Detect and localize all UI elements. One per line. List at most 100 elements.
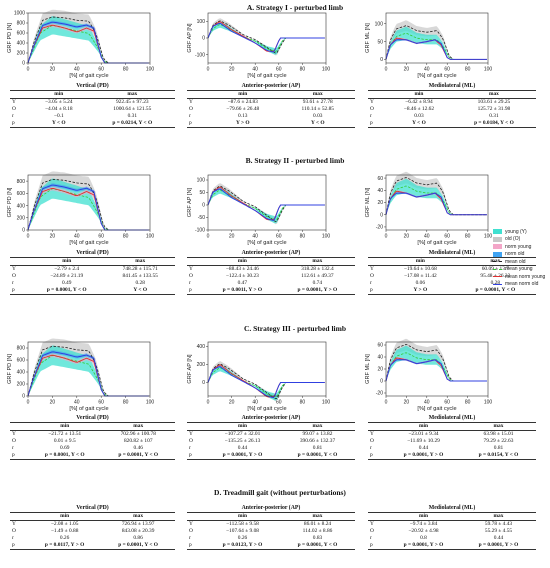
legend-item: mean norm old [493, 281, 550, 289]
table-cell: p = 0.0001, Y < O [280, 542, 355, 551]
table-cell: 63.98 ± 15.01 [483, 431, 514, 438]
table-cell: O [189, 106, 193, 113]
table-cell [368, 89, 386, 100]
table-cell: Y [189, 266, 193, 273]
table-row: r 0.49 0.28 [10, 280, 175, 287]
column-header: max [101, 421, 175, 432]
table-cell [187, 256, 205, 267]
x-tick-label: 60 [276, 67, 282, 73]
y-tick-label: 0 [22, 394, 25, 400]
table-cell: 0.44 [418, 445, 429, 452]
column-header: min [28, 256, 106, 267]
table-cell: O [370, 438, 374, 445]
x-tick-label: 60 [276, 234, 282, 240]
table-cell: −2.08 ± 1.05 [50, 521, 79, 528]
table-row: Y −21.72 ± 13.51 702.96 ± 100.78 [10, 431, 175, 439]
table-cell [368, 511, 386, 522]
table-cell: 95.48 ± 26.33 [480, 273, 511, 280]
x-tick-label: 100 [484, 67, 493, 73]
y-tick-label: 200 [197, 362, 206, 368]
table-cell: Y < O [105, 287, 175, 296]
x-tick-label: 60 [444, 234, 450, 240]
table-cell: p = 0.0184, Y < O [451, 120, 536, 129]
table-body: min max Y −6.42 ± 8.94 103.61 ± 29.25 O −8.46 … [368, 89, 536, 129]
table-cell: −107.64 ± 9.08 [226, 528, 259, 535]
table-cell: −8.46 ± 12.62 [403, 106, 435, 113]
column-header: min [386, 256, 455, 267]
table-cell: r [12, 280, 14, 287]
stats-table: Anterior-posterior (AP) min max Y −87.6 ± 24… [187, 82, 355, 129]
table-cell: 0.03 [313, 113, 323, 120]
column-header: min [386, 421, 461, 432]
y-tick-label: 50 [199, 190, 205, 196]
legend-label: mean young [505, 266, 533, 273]
legend-label: old (O) [505, 236, 521, 243]
line-mean-norm-old [207, 22, 325, 53]
column-header: max [279, 256, 355, 267]
table-row: Y −9.74 ± 3.84 59.78 ± 4.43 [368, 521, 536, 529]
table-cell: 0.83 [312, 535, 323, 542]
x-tick-label: 100 [146, 67, 155, 73]
table-cell: p = 0.0001, Y < O [101, 452, 175, 461]
x-tick-label: 100 [322, 67, 331, 73]
column-header: min [28, 421, 102, 432]
x-tick-label: 40 [424, 67, 430, 73]
table-cell: Y [12, 431, 16, 438]
y-tick-label: 50 [377, 39, 383, 45]
table-cell: 0.28 [135, 280, 145, 287]
table-header-row: min max [368, 421, 536, 432]
legend-swatch-norm-young [493, 244, 502, 250]
table-cell: p [368, 287, 386, 296]
chart-b-pd: 0 200 400 600 800 0 20 40 60 80 100 [%] of gait cyc… [7, 171, 154, 246]
chart-a-ap: -100 0 100 0 20 40 60 80 100 [%] of gait cycle GRF… [187, 12, 331, 79]
y-tick-label: 0 [380, 212, 383, 218]
table-cell: −6.42 ± 8.94 [405, 99, 433, 106]
table-cell: 0.8 [420, 535, 427, 542]
stats-table: Vertical (PD) min max Y −3.05 ± 5.24 922.45 ±… [10, 82, 175, 129]
table-body: min max Y −87.6 ± 24.83 93.61 ± 27.78 O −79.66… [187, 89, 355, 129]
y-tick-label: 0 [202, 203, 205, 209]
y-axis-label: GRF ML [N] [365, 187, 371, 217]
table-header-row: min max [10, 256, 175, 267]
table-cell: p = 0.0123, Y > O [205, 542, 280, 551]
table-cell: p [10, 452, 28, 461]
x-tick-label: 80 [123, 234, 129, 240]
table-cell: 0.31 [127, 113, 138, 120]
y-tick-label: 600 [17, 358, 26, 364]
x-tick-label: 100 [484, 400, 493, 406]
x-tick-label: 80 [465, 400, 471, 406]
table-cell: 55.29 ± 4.55 [484, 528, 513, 535]
table-cell: p = 0.0011, Y > O [205, 287, 280, 296]
legend-swatch-old [493, 236, 502, 242]
chart-legend: young (Y) old (O) norm young norm old me… [493, 228, 550, 288]
table-cell: 103.61 ± 29.25 [477, 99, 511, 106]
table-cell: p = 0.0001, Y < O [28, 287, 106, 296]
x-tick-label: 60 [98, 234, 104, 240]
stats-table: Anterior-posterior (AP) min max Y −112.58 ± … [187, 504, 355, 551]
table-header-row: min max [368, 511, 536, 522]
x-tick-label: 80 [300, 400, 306, 406]
table-title: Vertical (PD) [76, 505, 109, 511]
table-cell: r [370, 113, 372, 120]
table-cell: −20.92 ± 4.98 [408, 528, 439, 535]
y-tick-label: 0 [202, 380, 205, 386]
table-cell: r [12, 113, 14, 120]
y-tick-label: 60 [377, 176, 383, 182]
table-cell: −4.04 ± 8.18 [45, 106, 73, 113]
x-tick-label: 40 [252, 67, 258, 73]
table-row: O −17.08 ± 11.42 95.48 ± 26.33 [368, 273, 536, 280]
table-row: O −4.04 ± 8.18 1000.64 ± 121.55 [10, 106, 175, 113]
chart-a-pd: 0 200 400 600 800 1000 0 20 40 60 80 100 [%] of gait… [7, 9, 155, 79]
table-cell: 748.28 ± 115.71 [122, 266, 158, 273]
table-title: Vertical (PD) [76, 415, 109, 421]
table-cell: O [189, 273, 193, 280]
x-tick-label: 20 [229, 67, 235, 73]
legend-swatch-norm-old [493, 251, 502, 257]
y-tick-label: 400 [17, 41, 26, 47]
